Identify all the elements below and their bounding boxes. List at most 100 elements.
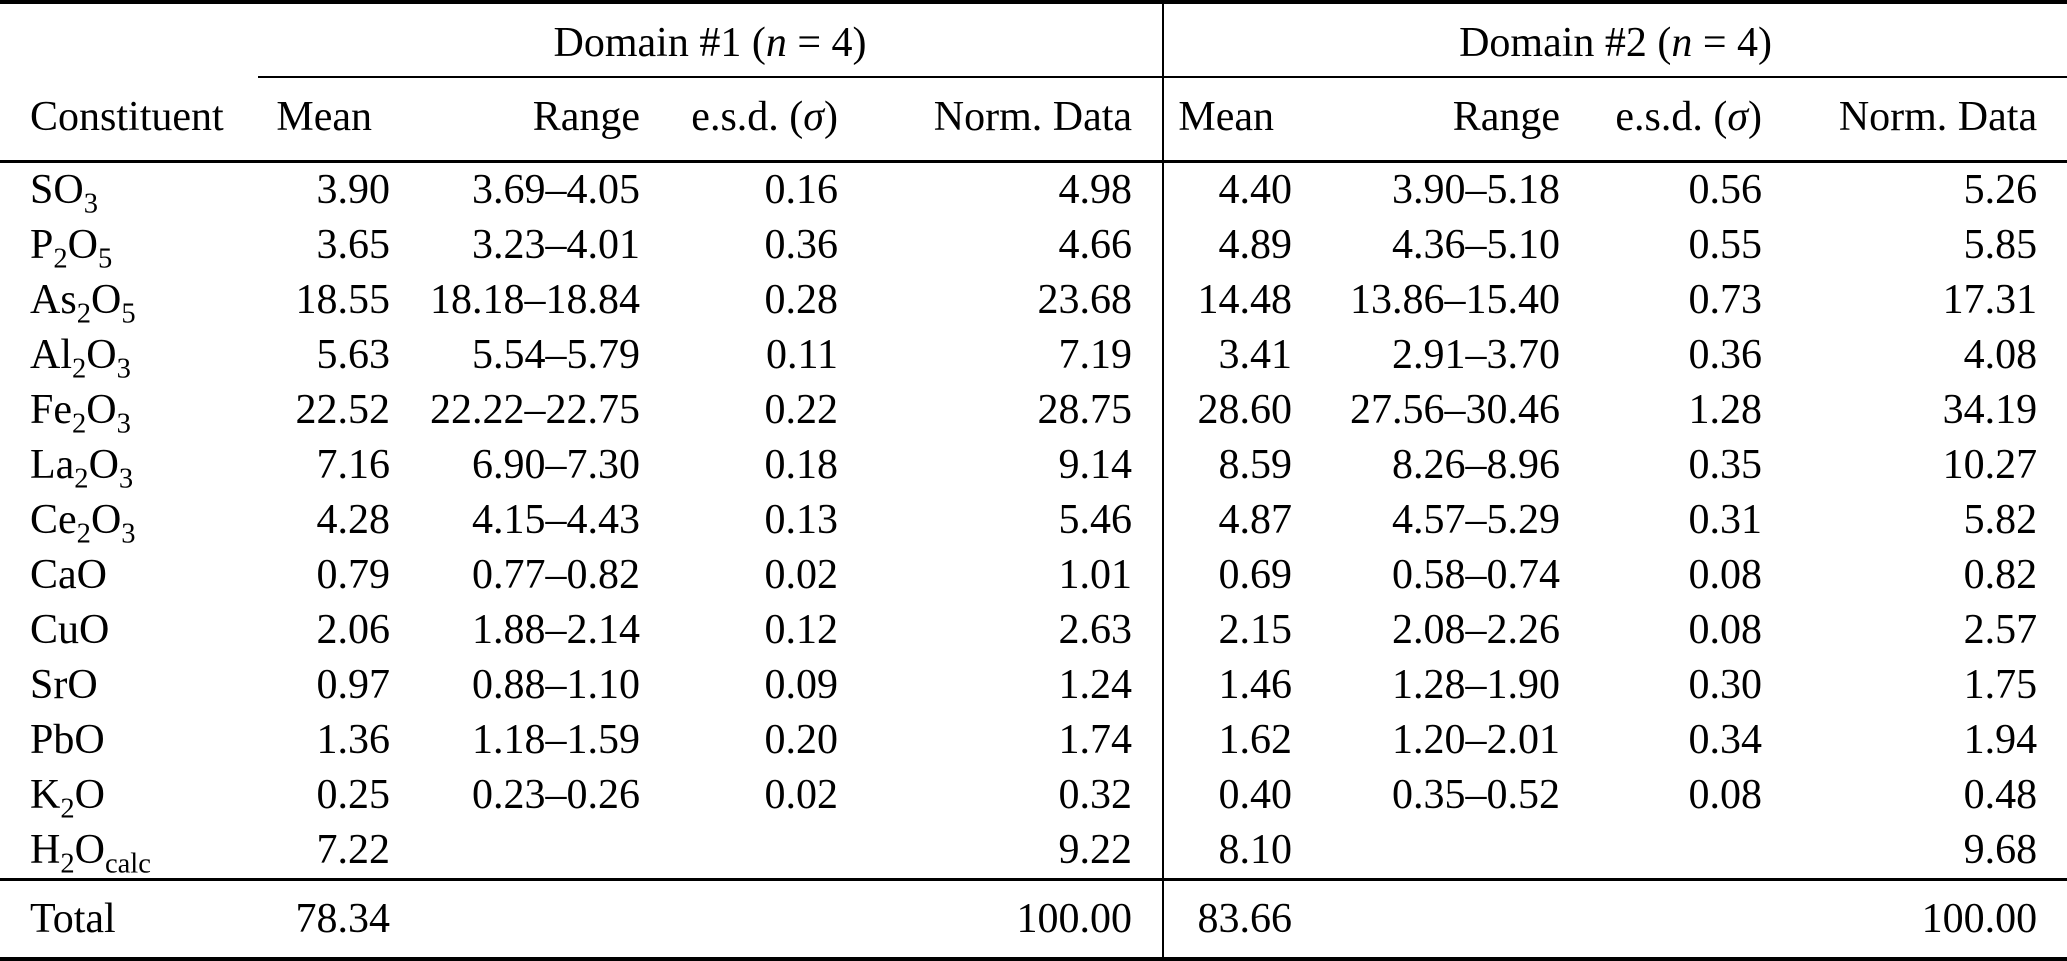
value-cell: 0.40	[1162, 768, 1293, 823]
value-cell: 28.75	[1037, 387, 1133, 433]
value-cell: 1.28	[1688, 387, 1763, 433]
table-body: SO3 3.90 3.69–4.05 0.16 4.98 4.40 3.90–5.18 0.5…	[0, 161, 2067, 880]
value-cell: 34.19	[1942, 387, 2038, 433]
table-row: K2O 0.25 0.23–0.26 0.02 0.32 0.40 0.35–0.52 0.0…	[0, 768, 2067, 823]
total-value: 100.00	[1762, 878, 2067, 961]
column-header-esd-d1: e.s.d. (σ)	[640, 77, 838, 163]
column-header-mean-d1: Mean	[258, 77, 390, 163]
value-cell: 7.19	[1058, 332, 1133, 378]
value-cell: 4.57–5.29	[1392, 497, 1561, 543]
value-cell: 13.86–15.40	[1350, 277, 1561, 323]
value-cell: 0.82	[1963, 552, 2038, 598]
constituent-label: H2Ocalc	[30, 827, 151, 880]
value-cell: 2.57	[1963, 607, 2038, 653]
value-cell: 3.90–5.18	[1392, 167, 1561, 213]
value-cell: 0.97	[316, 662, 391, 708]
constituent-label: La2O3	[30, 442, 134, 493]
value-cell: 0.20	[764, 717, 839, 763]
value-cell: 6.90–7.30	[472, 442, 640, 488]
value-cell: 3.65	[316, 222, 391, 268]
value-cell: 0.18	[764, 442, 839, 488]
value-cell: 10.27	[1942, 442, 2038, 488]
column-header-norm-data-d1: Norm. Data	[838, 77, 1164, 163]
value-cell	[640, 823, 838, 880]
value-cell: 0.88–1.10	[472, 662, 640, 708]
table-row: PbO 1.36 1.18–1.59 0.20 1.74 1.62 1.20–2.01 0.3…	[0, 713, 2067, 768]
value-cell: 0.34	[1688, 717, 1763, 763]
value-cell: 0.12	[764, 607, 839, 653]
total-value	[640, 878, 838, 961]
value-cell: 1.24	[1058, 662, 1133, 708]
value-cell: 4.36–5.10	[1392, 222, 1561, 268]
value-cell: 0.36	[1688, 332, 1763, 378]
value-cell: 4.28	[316, 497, 391, 543]
value-cell: 9.22	[1058, 827, 1133, 873]
value-cell: 1.94	[1963, 717, 2038, 763]
column-header-constituent: Constituent	[0, 77, 258, 163]
value-cell: 14.48	[1162, 273, 1293, 328]
column-header-esd-d2: e.s.d. (σ)	[1560, 77, 1763, 163]
domain-1-header: Domain #1 (n = 4)	[258, 0, 1164, 78]
value-cell: 22.52	[295, 387, 391, 433]
value-cell: 7.16	[316, 442, 391, 488]
value-cell: 3.41	[1162, 328, 1293, 383]
total-row: Total 78.34 100.00 83.66 100.00	[0, 878, 2067, 961]
value-cell: 3.23–4.01	[472, 222, 640, 268]
value-cell: 0.08	[1688, 552, 1763, 598]
constituent-label: CuO	[30, 607, 110, 653]
column-header-mean-d2: Mean	[1162, 77, 1293, 163]
constituent-label: SrO	[30, 662, 98, 708]
value-cell	[1560, 823, 1762, 880]
table-row: H2Ocalc 7.22 9.22 8.10 9.68	[0, 823, 2067, 880]
value-cell: 0.69	[1162, 548, 1293, 603]
value-cell: 0.58–0.74	[1392, 552, 1561, 598]
value-cell: 4.89	[1162, 218, 1293, 273]
total-value	[1560, 878, 1763, 961]
value-cell: 9.14	[1058, 442, 1133, 488]
constituent-label: PbO	[30, 717, 105, 763]
value-cell: 1.62	[1162, 713, 1293, 768]
value-cell: 28.60	[1162, 383, 1293, 438]
table-row: La2O3 7.16 6.90–7.30 0.18 9.14 8.59 8.26–8.96 0…	[0, 438, 2067, 493]
value-cell: 0.48	[1963, 772, 2038, 818]
value-cell: 1.74	[1058, 717, 1133, 763]
constituent-label: SO3	[30, 167, 98, 218]
table-row: Fe2O3 22.52 22.22–22.75 0.22 28.75 28.60 27.56…	[0, 383, 2067, 438]
value-cell: 2.91–3.70	[1392, 332, 1561, 378]
value-cell: 0.79	[316, 552, 391, 598]
value-cell: 0.30	[1688, 662, 1763, 708]
column-header-row: Constituent Mean Range e.s.d. (σ) Norm. …	[0, 77, 2067, 163]
total-label: Total	[0, 878, 258, 961]
value-cell: 22.22–22.75	[430, 387, 640, 433]
table-row: P2O5 3.65 3.23–4.01 0.36 4.66 4.89 4.36–5.10 0.…	[0, 218, 2067, 273]
total-value: 78.34	[258, 878, 390, 961]
value-cell: 7.22	[316, 827, 391, 873]
domain-2-header: Domain #2 (n = 4)	[1162, 0, 2067, 78]
value-cell: 0.08	[1688, 772, 1763, 818]
value-cell: 27.56–30.46	[1350, 387, 1561, 433]
value-cell: 5.63	[316, 332, 391, 378]
total-value: 83.66	[1162, 878, 1293, 961]
constituent-label: As2O5	[30, 277, 136, 328]
value-cell: 4.08	[1963, 332, 2038, 378]
value-cell: 0.25	[316, 772, 391, 818]
value-cell: 1.36	[316, 717, 391, 763]
total-value	[390, 878, 640, 961]
value-cell	[1292, 823, 1560, 880]
table-row: As2O5 18.55 18.18–18.84 0.28 23.68 14.48 13.86…	[0, 273, 2067, 328]
value-cell: 1.75	[1963, 662, 2038, 708]
value-cell: 5.46	[1058, 497, 1133, 543]
value-cell: 0.32	[1058, 772, 1133, 818]
value-cell: 2.63	[1058, 607, 1133, 653]
value-cell: 3.90	[316, 167, 391, 213]
value-cell: 0.09	[764, 662, 839, 708]
value-cell: 4.15–4.43	[472, 497, 640, 543]
table-row: Al2O3 5.63 5.54–5.79 0.11 7.19 3.41 2.91–3.70 0…	[0, 328, 2067, 383]
corner-spacer	[0, 0, 258, 77]
value-cell: 0.35–0.52	[1392, 772, 1561, 818]
total-value: 100.00	[838, 878, 1164, 961]
value-cell: 0.55	[1688, 222, 1763, 268]
value-cell: 0.77–0.82	[472, 552, 640, 598]
value-cell: 1.88–2.14	[472, 607, 640, 653]
